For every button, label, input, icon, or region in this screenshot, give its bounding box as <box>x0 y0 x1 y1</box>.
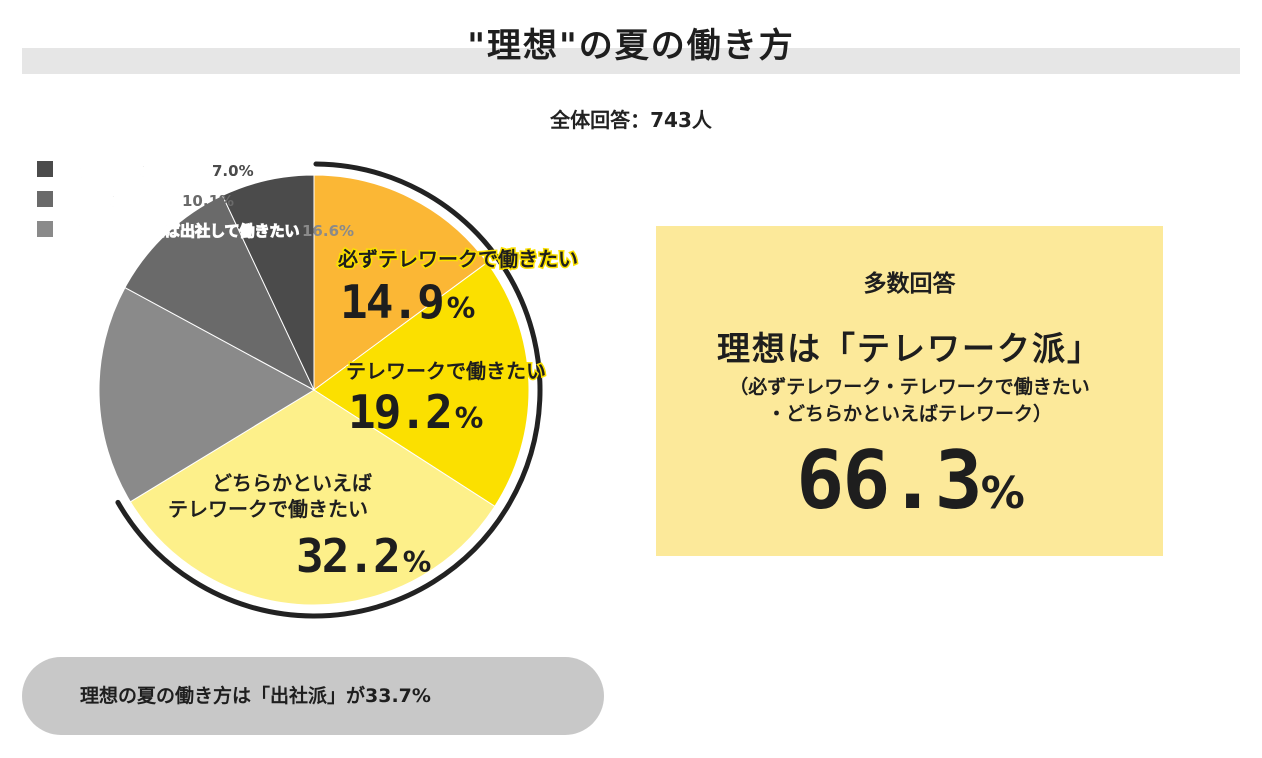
legend-value-0: 7.0% <box>212 162 254 180</box>
summary-value-unit: % <box>980 468 1025 519</box>
slice-label-0: 必ずテレワークで働きたい <box>337 247 578 271</box>
legend-label-0: 必ず出社して働きたい <box>59 162 210 180</box>
chart-subtitle: 全体回答：743人 <box>550 108 712 132</box>
legend-swatch-0 <box>37 161 53 177</box>
summary-main: 理想は「テレワーク派」 <box>717 329 1102 368</box>
pie-slice-0 <box>313 174 488 391</box>
legend-label-2: どちらかといえば出社して働きたい <box>60 222 300 240</box>
summary-detail-line-1: （必ずテレワーク・テレワークで働きたい <box>729 376 1090 398</box>
summary-box: 多数回答 理想は「テレワーク派」 （必ずテレワーク・テレワークで働きたい ・どち… <box>656 226 1163 556</box>
title-bar <box>22 48 1240 74</box>
chart-title: "理想"の夏の働き方 <box>467 26 795 66</box>
slice-label-2-line-1: テレワークで働きたい <box>168 497 368 521</box>
legend-swatch-2 <box>37 221 53 237</box>
slice-label-2-line-0: どちらかといえば <box>212 471 372 495</box>
slice-label-1: テレワークで働きたい <box>346 359 546 383</box>
pie-slice-1 <box>313 261 530 508</box>
summary-value-number: 66.3 <box>796 434 983 527</box>
legend-value-1: 10.1% <box>182 192 234 210</box>
pie-slice-4 <box>124 194 316 392</box>
summary-detail: （必ずテレワーク・テレワークで働きたい ・どちらかといえばテレワーク） <box>656 374 1163 428</box>
slice-value-1: 19.2% <box>348 385 483 439</box>
slice-value-2: 32.2% <box>296 529 431 583</box>
pie-slice-3 <box>98 286 316 503</box>
summary-heading: 多数回答 <box>863 271 956 297</box>
telework-ring <box>115 161 543 619</box>
summary-detail-line-2: ・どちらかといえばテレワーク） <box>766 403 1052 425</box>
legend-label-1: 出社して働きたい <box>60 192 180 210</box>
legend-swatch-1 <box>37 191 53 207</box>
slice-value-0: 14.9% <box>340 275 475 329</box>
summary-value: 66.3% <box>656 434 1163 527</box>
footer-pill: 理想の夏の働き方は「出社派」が33.7% <box>22 657 604 735</box>
pie-slice-5 <box>221 174 315 391</box>
legend-value-2: 16.6% <box>302 222 354 240</box>
pie-slice-2 <box>129 389 496 606</box>
